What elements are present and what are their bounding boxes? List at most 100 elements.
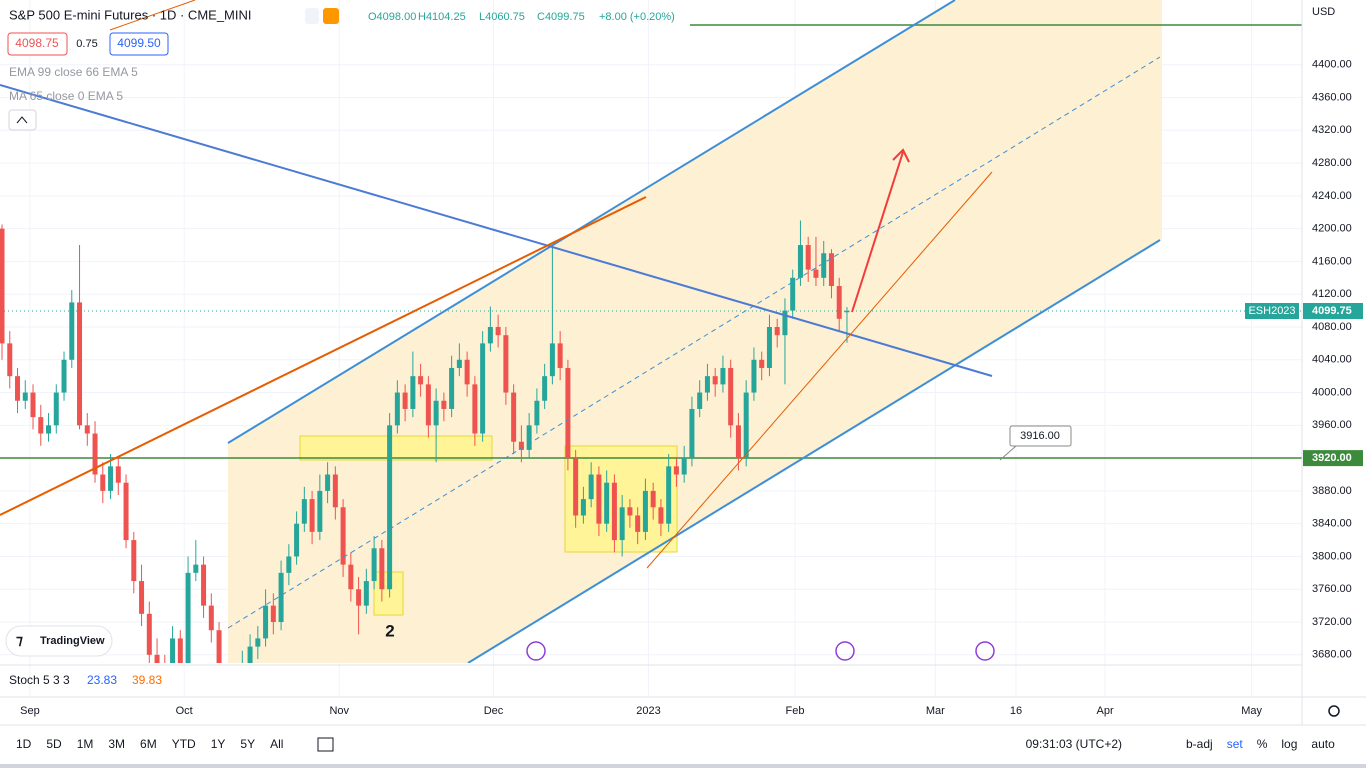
- candle-body: [286, 556, 292, 573]
- candle-body: [689, 408, 695, 459]
- candle-body: [247, 646, 253, 663]
- candle-body: [720, 367, 726, 385]
- range-button[interactable]: 1D: [16, 737, 32, 751]
- ohlc-low: L4060.75: [479, 11, 525, 23]
- candle-body: [363, 581, 369, 606]
- last-price-tag: [1303, 303, 1363, 319]
- candle-body: [759, 359, 765, 368]
- channel-mid: [227, 56, 1161, 629]
- candle-body: [480, 343, 486, 434]
- candle-body: [704, 376, 710, 393]
- logo-badge[interactable]: [5, 625, 113, 657]
- channel-line: [467, 239, 1161, 663]
- candle-body: [456, 359, 462, 368]
- clock[interactable]: 09:31:03 (UTC+2): [1026, 737, 1122, 751]
- candle-body: [836, 286, 842, 319]
- scale-option[interactable]: log: [1281, 737, 1297, 751]
- y-tick-label: 3680.00: [1312, 649, 1352, 661]
- candle-body: [611, 482, 617, 541]
- ask-price[interactable]: 4099.50: [117, 36, 161, 50]
- scale-option[interactable]: auto: [1311, 737, 1335, 751]
- candle-body: [356, 589, 362, 606]
- scale-option[interactable]: %: [1257, 737, 1268, 751]
- candle-body: [100, 474, 106, 491]
- range-button[interactable]: All: [270, 737, 283, 751]
- currency[interactable]: USD: [1312, 6, 1335, 18]
- x-tick-label: Nov: [329, 705, 349, 717]
- candle-body: [38, 417, 44, 434]
- candle-body: [511, 392, 517, 442]
- candle-body: [278, 572, 284, 623]
- arrow: [851, 151, 904, 313]
- candle-body: [325, 474, 331, 491]
- candle-body: [216, 630, 222, 663]
- candle-body: [53, 392, 59, 426]
- candle-body: [573, 458, 579, 516]
- wave-label: 2: [385, 621, 394, 640]
- spread: 0.75: [76, 38, 97, 50]
- callout-text: 3916.00: [1020, 430, 1060, 442]
- collapse-button[interactable]: [8, 109, 37, 131]
- study-label[interactable]: EMA 99 close 66 EMA 5: [9, 65, 138, 79]
- bid-price[interactable]: 4098.75: [15, 36, 59, 50]
- buy-button[interactable]: [109, 32, 169, 56]
- candle-body: [309, 499, 315, 532]
- candle-body: [301, 499, 307, 524]
- candle-body: [658, 507, 664, 524]
- candle-body: [487, 326, 493, 344]
- candle-body: [15, 376, 21, 401]
- x-tick-label: 16: [1010, 705, 1022, 717]
- candle-body: [433, 400, 439, 426]
- x-tick-label: Oct: [176, 705, 193, 717]
- candle-body: [580, 499, 586, 516]
- scale-option[interactable]: set: [1227, 737, 1244, 751]
- candle-body: [790, 277, 796, 311]
- callout-box: [1009, 425, 1072, 447]
- event-icon[interactable]: [526, 641, 546, 661]
- candle-body: [193, 564, 199, 573]
- bottom-strip: [0, 764, 1366, 768]
- settings-icon[interactable]: [1328, 705, 1340, 717]
- event-icon[interactable]: [975, 641, 995, 661]
- last-price: 4099.75: [1312, 305, 1352, 317]
- range-button[interactable]: YTD: [172, 737, 196, 751]
- sell-button[interactable]: [7, 32, 68, 56]
- logo-text[interactable]: TradingView: [40, 635, 105, 647]
- event-icon[interactable]: [835, 641, 855, 661]
- x-tick-label: Dec: [484, 705, 504, 717]
- x-tick-label: Feb: [786, 705, 805, 717]
- candle-body: [84, 425, 90, 434]
- y-tick-label: 4240.00: [1312, 190, 1352, 202]
- candle-body: [619, 507, 625, 541]
- candle-body: [743, 392, 749, 459]
- range-button[interactable]: 5D: [46, 737, 62, 751]
- candle-body: [7, 343, 13, 377]
- range-button[interactable]: 1M: [77, 737, 94, 751]
- trend-line: [646, 171, 993, 569]
- candle-body: [828, 253, 834, 287]
- y-tick-label: 4120.00: [1312, 288, 1352, 300]
- candle-body: [588, 474, 594, 500]
- range-button[interactable]: 3M: [108, 737, 125, 751]
- candle-body: [208, 605, 214, 631]
- candle-body: [340, 507, 346, 565]
- range-button[interactable]: 1Y: [211, 737, 226, 751]
- candle-body: [131, 540, 137, 582]
- x-tick-label: Apr: [1097, 705, 1114, 717]
- study-label[interactable]: MA 65 close 0 EMA 5: [9, 89, 123, 103]
- trend-lines: 3916.00 2: [0, 0, 1161, 663]
- candle-body: [201, 564, 207, 606]
- range-button[interactable]: 6M: [140, 737, 157, 751]
- ohlc-open: O4098.00: [368, 11, 416, 23]
- range-button[interactable]: 5Y: [240, 737, 255, 751]
- y-tick-label: 3840.00: [1312, 518, 1352, 530]
- date-range-icon[interactable]: [317, 737, 334, 752]
- candle-body: [30, 392, 36, 418]
- badge: [323, 8, 339, 24]
- drawings: [0, 0, 1302, 663]
- symbol-tag-text: ESH2023: [1248, 305, 1295, 317]
- scale-option[interactable]: b-adj: [1186, 737, 1213, 751]
- candle-body: [449, 367, 455, 409]
- y-tick-label: 4000.00: [1312, 386, 1352, 398]
